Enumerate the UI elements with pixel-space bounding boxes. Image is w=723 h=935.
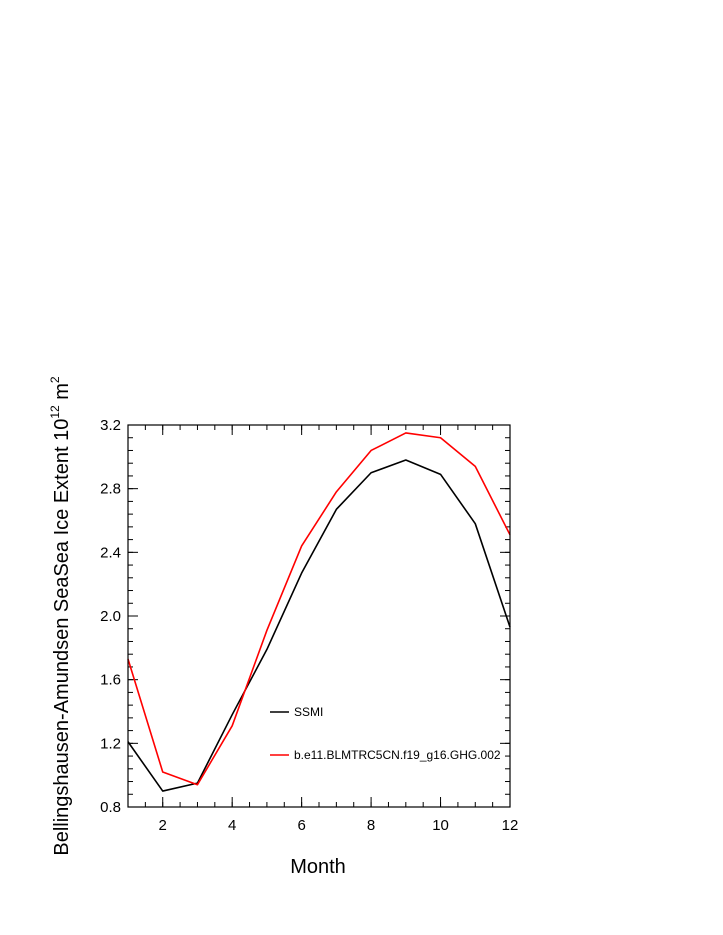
series-line-1 bbox=[127, 459, 511, 792]
x-tick-label: 12 bbox=[502, 817, 519, 834]
legend-label-2: b.e11.BLMTRC5CN.f19_g16.GHG.002 bbox=[294, 748, 501, 762]
y-tick-label: 0.8 bbox=[100, 799, 121, 816]
plot-frame bbox=[127, 424, 511, 808]
x-tick-label: 10 bbox=[432, 817, 449, 834]
x-tick-label: 8 bbox=[367, 817, 375, 834]
y-axis-title-unit: m bbox=[51, 383, 73, 405]
x-tick-label: 6 bbox=[297, 817, 305, 834]
y-tick-label: 1.6 bbox=[100, 672, 121, 689]
series-layer bbox=[127, 432, 511, 792]
y-tick-label: 2.8 bbox=[100, 481, 121, 498]
x-axis-title: Month bbox=[290, 856, 346, 878]
y-tick-label: 2.4 bbox=[100, 544, 121, 561]
series-line-2 bbox=[127, 432, 511, 786]
x-tick-label: 4 bbox=[228, 817, 236, 834]
y-tick-label: 1.2 bbox=[100, 735, 121, 752]
y-axis-title-exponent: 12 bbox=[48, 405, 62, 419]
y-axis-title-text: Bellingshausen-Amundsen SeaSea Ice Exten… bbox=[51, 419, 73, 856]
x-tick-labels: 2 4 6 8 10 12 bbox=[159, 817, 519, 834]
x-tick-label: 2 bbox=[159, 817, 167, 834]
legend: SSMI b.e11.BLMTRC5CN.f19_g16.GHG.002 bbox=[270, 705, 501, 762]
y-tick-label: 2.0 bbox=[100, 608, 121, 625]
y-tick-labels: 0.8 1.2 1.6 2.0 2.4 2.8 3.2 bbox=[100, 417, 121, 816]
y-axis-title: Bellingshausen-Amundsen SeaSea Ice Exten… bbox=[48, 376, 73, 856]
y-tick-label: 3.2 bbox=[100, 417, 121, 434]
y-axis-title-unit-exponent: 2 bbox=[48, 376, 62, 383]
legend-label-1: SSMI bbox=[294, 705, 323, 719]
